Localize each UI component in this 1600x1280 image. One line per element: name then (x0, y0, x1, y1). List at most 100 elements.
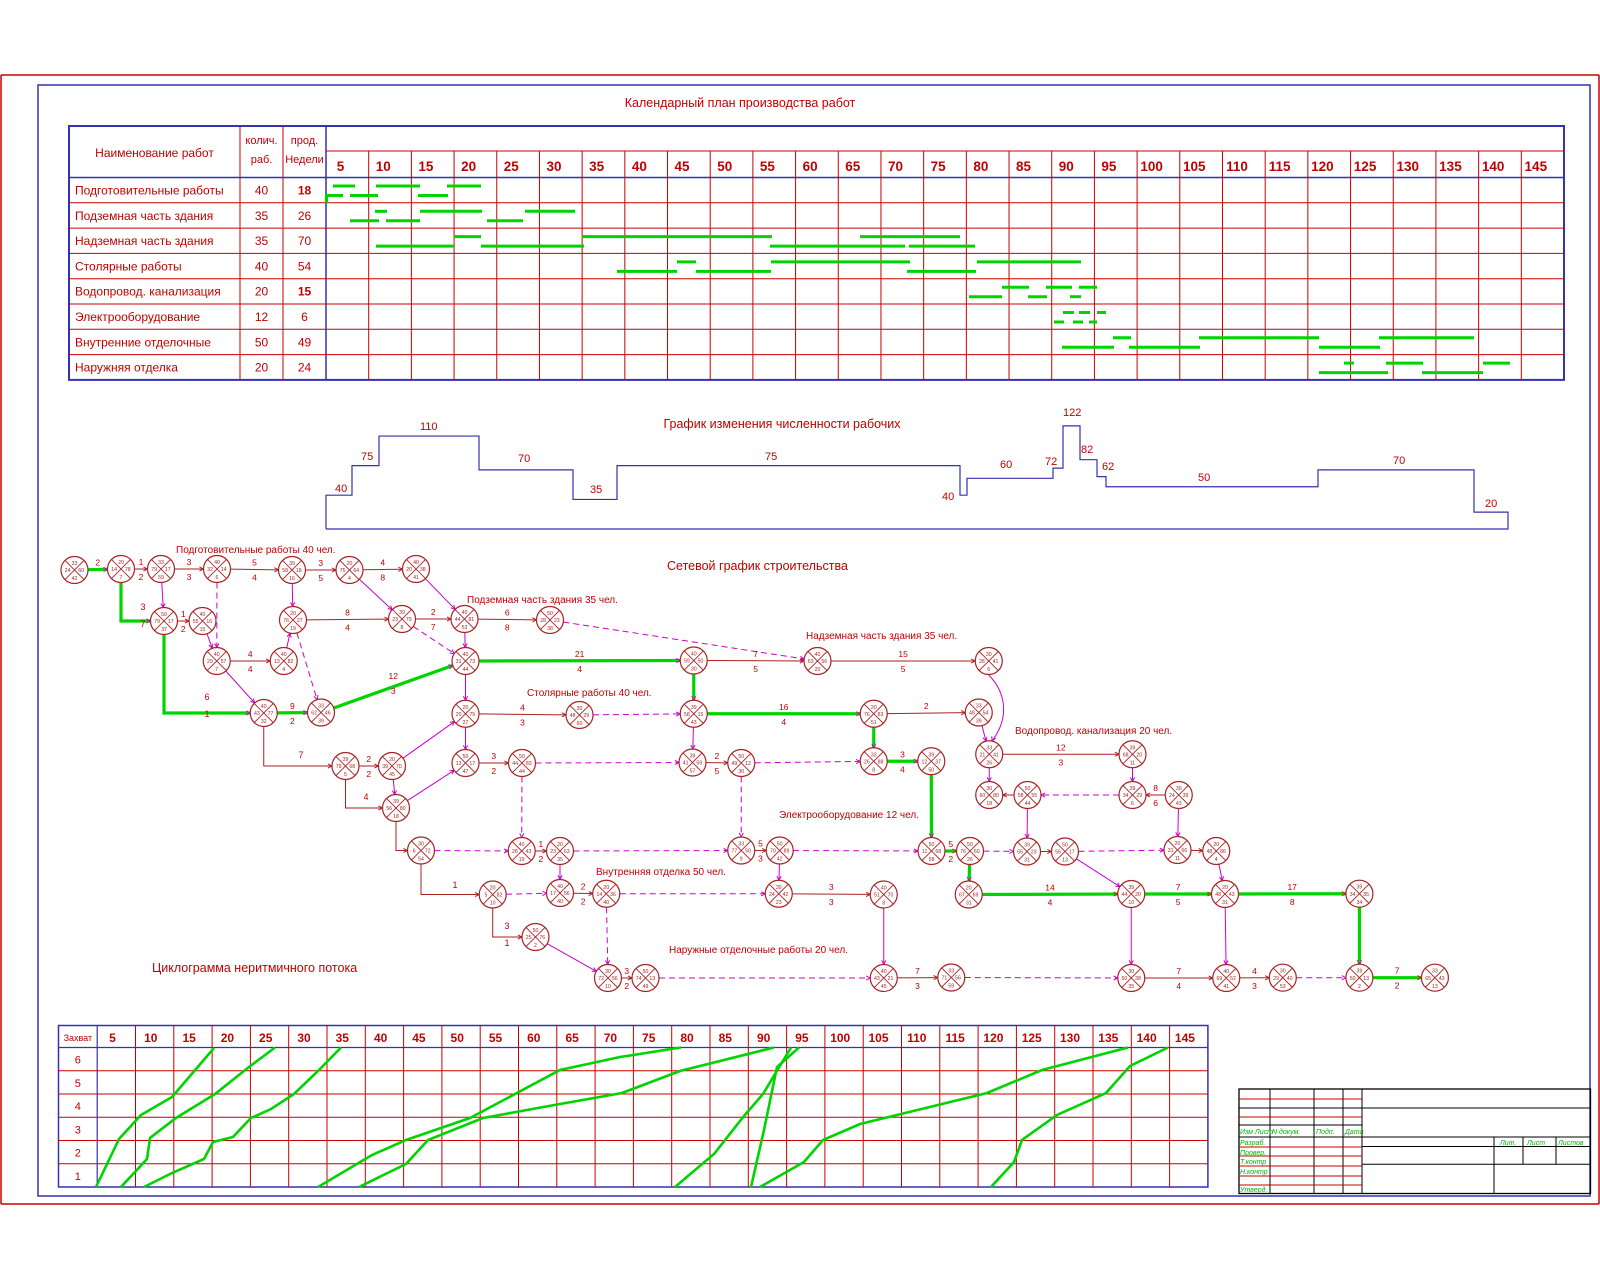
svg-text:3: 3 (1252, 981, 1257, 991)
svg-text:26: 26 (986, 760, 992, 766)
svg-text:32: 32 (261, 719, 267, 725)
svg-text:80: 80 (993, 793, 999, 799)
svg-text:32: 32 (207, 567, 213, 573)
svg-text:71: 71 (942, 976, 948, 982)
svg-text:4: 4 (1176, 981, 1181, 991)
svg-text:60: 60 (974, 849, 980, 855)
svg-text:17: 17 (469, 761, 475, 767)
svg-text:18: 18 (393, 814, 399, 820)
svg-text:1: 1 (181, 609, 186, 619)
svg-text:39: 39 (1357, 969, 1363, 975)
svg-text:122: 122 (1063, 407, 1081, 419)
svg-text:60: 60 (577, 721, 583, 727)
svg-text:80: 80 (973, 159, 988, 174)
svg-text:58: 58 (282, 568, 288, 574)
svg-text:40: 40 (200, 612, 206, 618)
svg-text:Т.контр: Т.контр (1240, 1159, 1266, 1166)
svg-text:110: 110 (1226, 159, 1248, 174)
svg-text:33: 33 (986, 745, 992, 751)
svg-text:64: 64 (353, 568, 359, 574)
svg-text:83: 83 (878, 712, 884, 718)
svg-text:44: 44 (463, 667, 469, 673)
svg-text:60: 60 (980, 793, 986, 799)
svg-text:8: 8 (882, 901, 885, 907)
svg-text:50: 50 (533, 928, 539, 934)
svg-text:33: 33 (72, 561, 78, 567)
svg-text:56: 56 (564, 891, 570, 897)
svg-text:74: 74 (636, 976, 642, 982)
svg-text:20: 20 (1222, 885, 1228, 891)
svg-text:37: 37 (161, 627, 167, 633)
svg-text:7: 7 (120, 575, 123, 581)
svg-text:40: 40 (214, 652, 220, 658)
svg-text:6: 6 (505, 608, 510, 618)
svg-text:6: 6 (204, 692, 209, 702)
svg-text:3: 3 (1059, 757, 1064, 767)
svg-text:30: 30 (297, 1031, 311, 1045)
svg-text:11: 11 (1130, 760, 1135, 766)
svg-text:8: 8 (380, 573, 385, 583)
svg-text:4: 4 (75, 1101, 81, 1113)
svg-text:42: 42 (72, 576, 78, 582)
svg-text:14: 14 (597, 892, 603, 898)
svg-text:2: 2 (290, 716, 295, 726)
svg-text:13: 13 (1363, 976, 1369, 982)
svg-text:24: 24 (65, 568, 71, 574)
svg-text:40: 40 (557, 899, 563, 905)
svg-text:45: 45 (675, 159, 691, 174)
svg-text:145: 145 (1525, 159, 1548, 174)
svg-text:68: 68 (935, 849, 941, 855)
svg-text:52: 52 (1230, 976, 1236, 982)
svg-text:5: 5 (109, 1031, 116, 1045)
svg-text:Наружные отделочные работы 20: Наружные отделочные работы 20 чел. (669, 944, 848, 956)
svg-text:45: 45 (412, 1031, 426, 1045)
svg-text:3: 3 (491, 751, 496, 761)
svg-text:41: 41 (993, 752, 999, 758)
svg-text:39: 39 (318, 719, 324, 725)
svg-text:50: 50 (717, 159, 732, 174)
svg-text:2: 2 (715, 751, 720, 761)
svg-text:Захват: Захват (64, 1033, 93, 1043)
svg-text:48: 48 (1207, 849, 1213, 855)
svg-text:51: 51 (874, 893, 880, 899)
svg-text:63: 63 (564, 849, 570, 855)
svg-text:7: 7 (140, 619, 145, 629)
svg-text:23: 23 (392, 617, 398, 623)
svg-text:41: 41 (683, 761, 689, 767)
svg-text:4: 4 (248, 649, 253, 659)
svg-text:25: 25 (259, 1031, 273, 1045)
svg-text:43: 43 (1439, 976, 1445, 982)
svg-text:20: 20 (966, 886, 972, 892)
svg-text:раб.: раб. (251, 154, 273, 166)
svg-text:79: 79 (154, 619, 160, 625)
svg-text:6: 6 (1153, 798, 1158, 808)
svg-text:145: 145 (1175, 1031, 1195, 1045)
svg-text:140: 140 (1482, 159, 1505, 174)
svg-text:43: 43 (526, 849, 532, 855)
svg-text:27: 27 (463, 720, 469, 726)
svg-text:13: 13 (1432, 984, 1438, 990)
svg-text:53: 53 (1280, 984, 1286, 990)
svg-text:39: 39 (691, 705, 697, 711)
svg-text:63: 63 (808, 659, 814, 665)
svg-text:4: 4 (345, 623, 350, 633)
svg-text:Наименование работ: Наименование работ (95, 146, 214, 160)
svg-text:47: 47 (463, 769, 469, 775)
svg-text:2: 2 (181, 624, 186, 634)
svg-text:60: 60 (78, 568, 84, 574)
svg-text:39: 39 (382, 764, 388, 770)
svg-text:70: 70 (518, 453, 530, 465)
svg-text:20: 20 (255, 361, 269, 375)
svg-text:120: 120 (983, 1031, 1003, 1045)
svg-text:43: 43 (1229, 892, 1235, 898)
svg-text:4: 4 (252, 573, 257, 583)
svg-text:13: 13 (456, 761, 462, 767)
svg-text:2: 2 (431, 607, 436, 617)
svg-text:65: 65 (565, 1031, 579, 1045)
svg-text:41: 41 (993, 659, 999, 665)
svg-text:17: 17 (550, 891, 556, 897)
svg-text:3: 3 (520, 717, 525, 727)
svg-text:4: 4 (380, 558, 385, 568)
svg-text:4: 4 (348, 576, 351, 582)
svg-text:95: 95 (795, 1031, 809, 1045)
